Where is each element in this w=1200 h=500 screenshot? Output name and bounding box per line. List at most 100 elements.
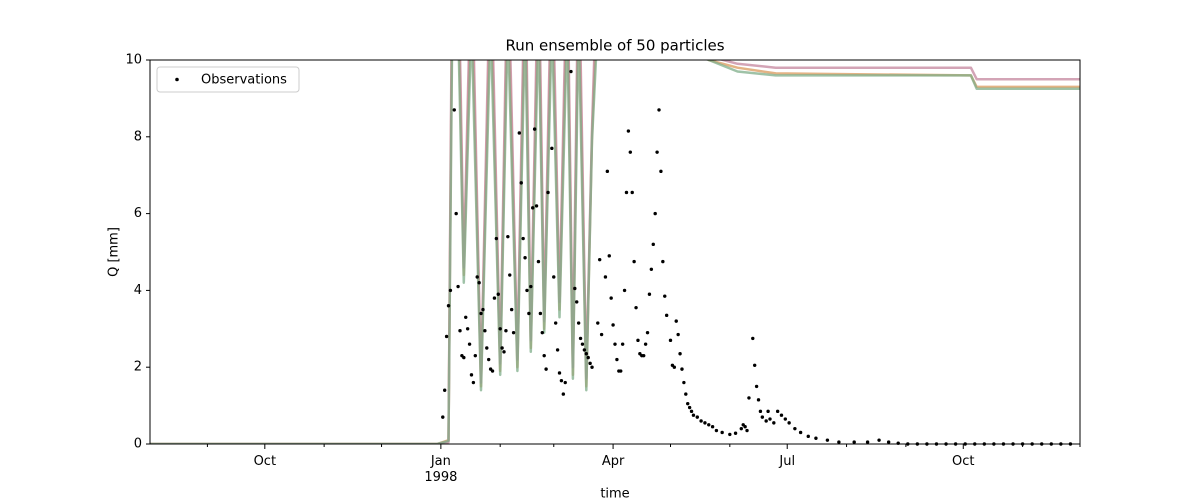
- observation-point: [611, 323, 615, 327]
- observation-point: [764, 419, 768, 423]
- observation-point: [756, 398, 761, 402]
- observation-point: [590, 365, 594, 369]
- observation-point: [659, 169, 663, 174]
- observation-point: [672, 365, 677, 369]
- observation-point: [597, 257, 602, 262]
- observation-point: [605, 169, 610, 174]
- observation-point: [473, 353, 478, 358]
- observation-point: [651, 242, 655, 247]
- observation-point: [814, 436, 818, 440]
- observation-point: [682, 380, 686, 385]
- observation-point: [500, 346, 504, 350]
- observation-point: [609, 296, 613, 300]
- observation-point: [504, 329, 508, 333]
- observation-point: [745, 428, 749, 433]
- observation-point: [448, 288, 453, 293]
- observation-point: [775, 409, 780, 414]
- observation-point: [465, 327, 470, 331]
- observation-point: [475, 275, 479, 279]
- observation-point: [603, 275, 608, 279]
- observation-point: [596, 321, 600, 325]
- observation-point: [561, 392, 566, 396]
- x-axis-label: time: [600, 487, 629, 500]
- observation-point: [747, 396, 751, 400]
- observation-point: [626, 129, 631, 133]
- observation-point: [511, 330, 516, 335]
- observation-point: [653, 211, 657, 216]
- observation-point: [766, 409, 770, 414]
- observation-point: [563, 380, 567, 385]
- observation-point: [546, 190, 550, 195]
- observation-point: [494, 236, 499, 241]
- observation-point: [582, 348, 587, 352]
- observation-point: [837, 440, 841, 444]
- x-tick-label: Jul: [778, 454, 795, 469]
- x-tick-label: Apr: [602, 454, 625, 469]
- observation-point: [733, 431, 738, 435]
- observation-point: [647, 292, 652, 296]
- observation-point: [661, 259, 665, 264]
- observation-point: [752, 363, 757, 367]
- observation-point: [588, 361, 592, 366]
- observation-point: [657, 108, 661, 112]
- observation-point: [502, 350, 506, 354]
- y-tick-label: 8: [134, 129, 142, 144]
- y-tick-label: 10: [125, 53, 142, 68]
- observation-point: [632, 259, 636, 264]
- plot-frame: [149, 59, 1081, 445]
- y-axis-label: Q [mm]: [107, 227, 122, 277]
- observation-point: [676, 332, 680, 337]
- observation-point: [441, 415, 445, 419]
- observation-point: [720, 430, 724, 435]
- observation-point: [783, 417, 788, 421]
- observation-point: [575, 300, 579, 304]
- observation-point: [531, 206, 535, 210]
- observation-point: [619, 369, 623, 373]
- observation-point: [806, 434, 810, 439]
- observation-point: [569, 69, 573, 74]
- observation-point: [643, 342, 648, 346]
- observation-point: [739, 426, 743, 431]
- observation-point: [584, 352, 588, 356]
- observation-point: [628, 150, 633, 154]
- observation-point: [586, 355, 590, 360]
- observation-point: [684, 392, 688, 396]
- observation-point: [689, 409, 694, 414]
- observation-point: [544, 367, 548, 371]
- observation-point: [552, 275, 556, 279]
- observation-point: [555, 348, 560, 352]
- observation-point: [710, 425, 715, 429]
- observation-point: [456, 284, 460, 289]
- observation-point: [865, 440, 870, 444]
- observation-point: [620, 342, 625, 346]
- observation-point: [615, 357, 619, 362]
- observation-point: [599, 332, 604, 337]
- observation-point: [630, 190, 634, 195]
- observation-point: [642, 353, 646, 358]
- observation-point: [479, 311, 483, 316]
- observation-point: [523, 256, 527, 260]
- observation-point: [492, 296, 497, 300]
- observation-point: [519, 181, 523, 185]
- observation-point: [678, 352, 682, 356]
- observation-point: [743, 425, 747, 429]
- observation-point: [481, 307, 485, 312]
- observation-point: [622, 288, 627, 293]
- observation-point: [464, 315, 468, 319]
- observation-point: [477, 281, 481, 285]
- observation-point: [529, 284, 533, 289]
- observation-point: [458, 329, 462, 333]
- observation-point: [779, 413, 784, 417]
- observation-point: [467, 342, 472, 346]
- observation-point: [496, 292, 500, 296]
- x-tick-label: Oct: [254, 454, 276, 469]
- observations: [441, 69, 1073, 446]
- observation-point: [542, 353, 546, 358]
- observation-point: [485, 346, 489, 350]
- observation-point: [787, 421, 791, 425]
- observation-point: [680, 367, 684, 371]
- observation-point: [498, 327, 502, 331]
- particle-line: [150, 60, 1080, 444]
- observation-point: [852, 440, 856, 444]
- observation-point: [760, 415, 765, 419]
